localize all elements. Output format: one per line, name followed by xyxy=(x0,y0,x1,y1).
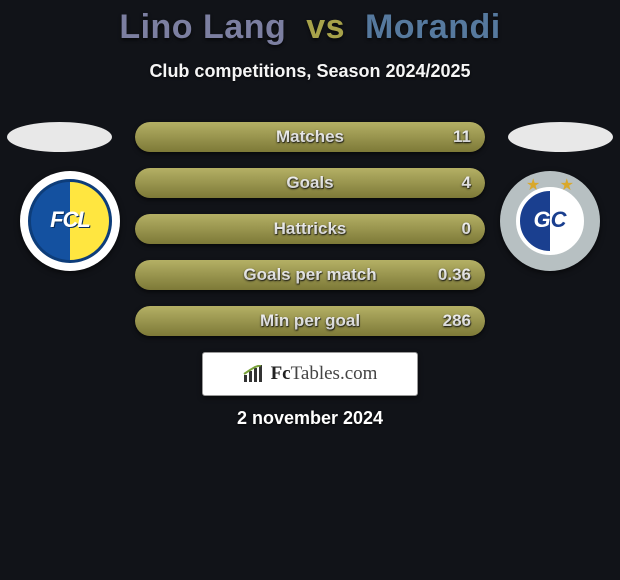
club-badge-left: FCL xyxy=(20,171,120,271)
title-player2: Morandi xyxy=(365,8,501,46)
stat-bar-label: Hattricks xyxy=(135,214,485,244)
comparison-bars: Matches11 Goals4 Hattricks0 Goals per match… xyxy=(135,122,485,352)
stat-bar-label: Goals per match xyxy=(135,260,485,290)
stat-bar-label: Min per goal xyxy=(135,306,485,336)
title-player1: Lino Lang xyxy=(119,8,286,46)
stat-bar: Matches11 xyxy=(135,122,485,152)
club-badge-left-text: FCL xyxy=(20,207,120,233)
date-text: 2 november 2024 xyxy=(0,408,620,429)
player-silhouette-right xyxy=(508,122,613,152)
stat-bar-value-right: 11 xyxy=(453,122,471,152)
stat-bar-value-right: 286 xyxy=(443,306,471,336)
club-badge-right: ★ ★ GC xyxy=(500,171,600,271)
stat-bar-label: Matches xyxy=(135,122,485,152)
club-badge-right-text: GC xyxy=(500,207,600,233)
stat-bar: Min per goal286 xyxy=(135,306,485,336)
stat-bar: Goals per match0.36 xyxy=(135,260,485,290)
subtitle: Club competitions, Season 2024/2025 xyxy=(0,61,620,82)
bar-chart-icon xyxy=(243,365,265,383)
player-silhouette-left xyxy=(7,122,112,152)
title-vs: vs xyxy=(306,8,345,46)
stat-bar: Hattricks0 xyxy=(135,214,485,244)
page-title: Lino Lang vs Morandi xyxy=(0,0,620,47)
logo-box: FcTables.com xyxy=(202,352,418,396)
stat-bar-label: Goals xyxy=(135,168,485,198)
stat-bar-value-right: 0.36 xyxy=(438,260,471,290)
stat-bar-value-right: 4 xyxy=(462,168,471,198)
stat-bar-value-right: 0 xyxy=(462,214,471,244)
stat-bar: Goals4 xyxy=(135,168,485,198)
logo-text: FcTables.com xyxy=(271,363,378,385)
